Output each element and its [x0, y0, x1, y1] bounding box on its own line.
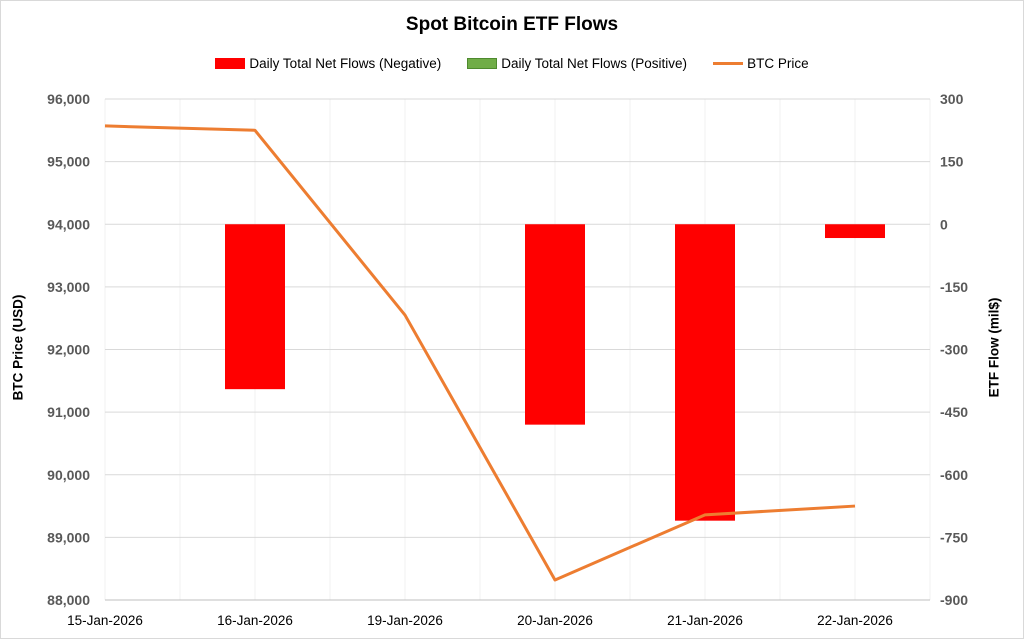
y-tick-right: 0 — [940, 216, 948, 232]
y-tick-right: 300 — [940, 91, 964, 107]
legend-item-btc-price: BTC Price — [713, 56, 809, 71]
legend-label-btc-price: BTC Price — [747, 56, 809, 71]
x-tick-label: 15-Jan-2026 — [67, 613, 143, 628]
legend: Daily Total Net Flows (Negative) Daily T… — [0, 56, 1024, 71]
legend-item-positive: Daily Total Net Flows (Positive) — [467, 56, 687, 71]
bar-negative — [225, 224, 285, 390]
x-tick-label: 20-Jan-2026 — [517, 613, 593, 628]
legend-item-negative: Daily Total Net Flows (Negative) — [215, 56, 441, 71]
x-tick-label: 22-Jan-2026 — [817, 613, 893, 628]
y-tick-left: 92,000 — [47, 342, 90, 358]
x-tick-label: 16-Jan-2026 — [217, 613, 293, 628]
bar-negative — [825, 224, 885, 239]
y-tick-left: 89,000 — [47, 529, 90, 545]
bar-negative — [525, 224, 585, 425]
y-tick-right: -600 — [940, 467, 968, 483]
y-tick-right: -150 — [940, 279, 968, 295]
y-tick-left: 96,000 — [47, 91, 90, 107]
chart-title: Spot Bitcoin ETF Flows — [405, 14, 619, 35]
y-tick-left: 91,000 — [47, 404, 90, 420]
y-tick-left: 94,000 — [47, 216, 90, 232]
y-tick-left: 88,000 — [47, 592, 90, 608]
y-tick-right: -450 — [940, 404, 968, 420]
legend-swatch-negative — [215, 58, 246, 69]
x-tick-label: 21-Jan-2026 — [667, 613, 743, 628]
legend-swatch-btc-price — [713, 62, 744, 65]
btc-price-line — [104, 124, 856, 582]
bar-negative — [675, 224, 735, 521]
y-tick-right: -900 — [940, 592, 968, 608]
y-tick-left: 95,000 — [47, 154, 90, 170]
y-tick-left: 90,000 — [47, 467, 90, 483]
y-tick-right: 150 — [940, 154, 964, 170]
y-tick-right: -300 — [940, 342, 968, 358]
legend-swatch-positive — [467, 58, 498, 69]
legend-label-negative: Daily Total Net Flows (Negative) — [249, 56, 442, 71]
y-tick-right: -750 — [940, 529, 968, 545]
legend-label-positive: Daily Total Net Flows (Positive) — [501, 56, 688, 71]
y-tick-left: 93,000 — [47, 279, 90, 295]
x-tick-label: 19-Jan-2026 — [367, 613, 443, 628]
